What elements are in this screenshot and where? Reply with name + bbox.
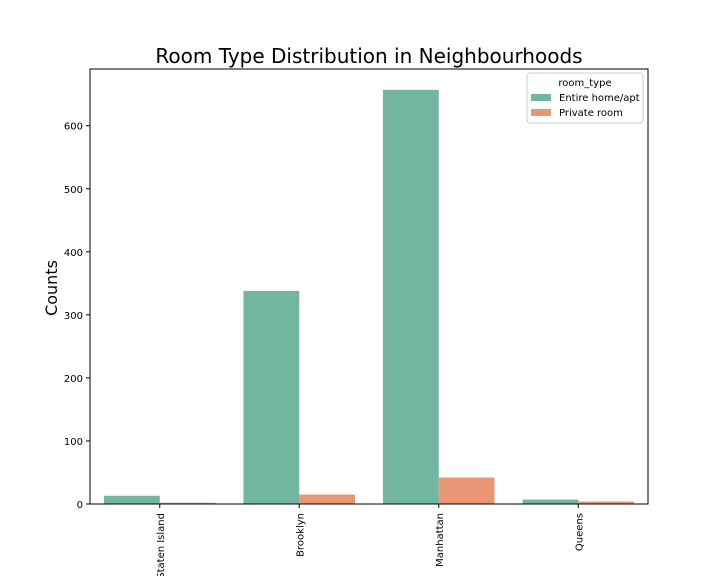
y-tick-label: 600 — [64, 122, 83, 133]
bar — [438, 477, 495, 504]
bar — [159, 502, 216, 504]
bar — [382, 89, 439, 504]
y-axis-label: Counts — [42, 260, 61, 316]
legend-swatch — [531, 109, 551, 116]
chart-title: Room Type Distribution in Neighbourhoods — [155, 44, 582, 68]
bar — [522, 499, 579, 504]
legend-box — [526, 72, 644, 124]
plot-frame — [89, 68, 649, 505]
bar — [103, 495, 160, 504]
chart-marks: 0 100 200 300 400 500 600 Staten Island Brooklyn… — [64, 89, 635, 579]
y-tick-label: 500 — [64, 185, 83, 196]
bar — [299, 494, 356, 504]
y-tick-label: 300 — [64, 311, 83, 322]
legend-label: Private room — [559, 108, 623, 119]
y-tick-label: 0 — [77, 500, 83, 511]
legend-title: room_type — [558, 78, 611, 89]
y-tick-label: 200 — [64, 374, 83, 385]
y-tick-label: 100 — [64, 437, 83, 448]
x-tick-label: Queens — [574, 513, 585, 551]
bar — [578, 501, 635, 504]
x-tick-label: Brooklyn — [295, 513, 306, 557]
x-tick-label: Staten Island — [156, 513, 167, 576]
legend-swatch — [531, 94, 551, 101]
legend-label: Entire home/apt — [559, 93, 640, 104]
x-tick-label: Manhattan — [435, 513, 446, 567]
legend: room_type Entire home/apt Private room — [526, 72, 644, 124]
bar — [243, 290, 300, 504]
y-tick-label: 400 — [64, 248, 83, 259]
